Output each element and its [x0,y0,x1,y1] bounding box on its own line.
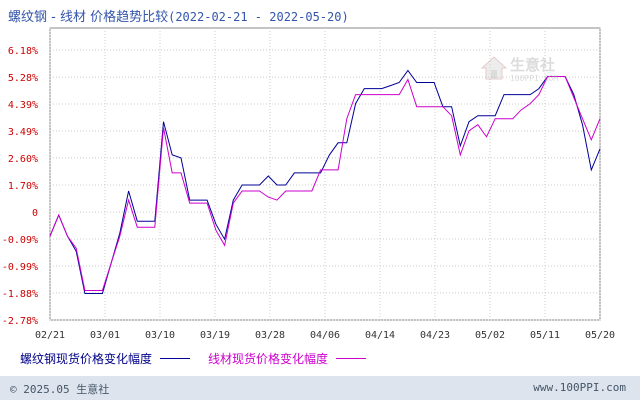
y-tick-label: 5.28% [8,73,38,84]
y-tick-label: -2.78% [2,316,38,327]
y-axis: 6.18% 5.28% 4.39% 3.49% 2.60% 1.70% 0 -0.09% -0.… [2,46,38,327]
legend-series2-swatch [336,358,367,359]
footer-copyright: © 2025.05 生意社 [10,383,110,396]
footer-bar: © 2025.05 生意社 www.100PPI.com [0,376,640,400]
watermark-house-icon [480,56,508,80]
series-line-2 [49,76,601,291]
x-tick-label: 04/14 [365,330,395,341]
legend-series1-swatch [160,358,191,359]
x-axis: 02/21 03/01 03/10 03/19 03/28 04/06 04/14 04/23… [35,330,615,341]
y-tick-label: -1.88% [2,289,38,300]
chart-title-text: 螺纹钢 - 线材 价格趋势比较 [8,10,169,25]
x-tick-label: 03/19 [200,330,230,341]
watermark-url: 100PPI.COM [510,74,559,83]
y-tick-label: 4.39% [8,100,38,111]
x-tick-label: 05/02 [475,330,505,341]
y-tick-label: -0.09% [2,235,38,246]
y-tick-label: 1.70% [8,181,38,192]
y-tick-label: 6.18% [8,46,38,57]
x-tick-label: 04/23 [420,330,450,341]
legend-series2-label: 线材现货价格变化幅度 [208,352,329,366]
x-tick-label: 03/10 [145,330,175,341]
x-tick-label: 05/11 [530,330,560,341]
watermark: 生意社 100PPI.COM [480,52,580,92]
y-tick-label: -0.99% [2,262,38,273]
watermark-name: 生意社 [510,56,556,74]
x-tick-label: 03/28 [255,330,285,341]
chart-date-range: (2022-02-21 - 2022-05-20) [168,10,349,24]
chart-title: 螺纹钢 - 线材 价格趋势比较(2022-02-21 - 2022-05-20) [8,6,349,25]
x-tick-label: 02/21 [35,330,65,341]
y-tick-label: 0 [32,208,38,219]
series-lines [49,69,601,294]
y-tick-label: 2.60% [8,154,38,165]
legend-series1-label: 螺纹钢现货价格变化幅度 [20,352,153,366]
y-tick-label: 3.49% [8,127,38,138]
x-tick-label: 05/20 [585,330,615,341]
series-line-1 [49,69,601,294]
footer-url-link[interactable]: www.100PPI.com [533,381,626,394]
x-tick-label: 04/06 [310,330,340,341]
chart-legend: 螺纹钢现货价格变化幅度 线材现货价格变化幅度 [20,350,384,367]
x-tick-label: 03/01 [90,330,120,341]
